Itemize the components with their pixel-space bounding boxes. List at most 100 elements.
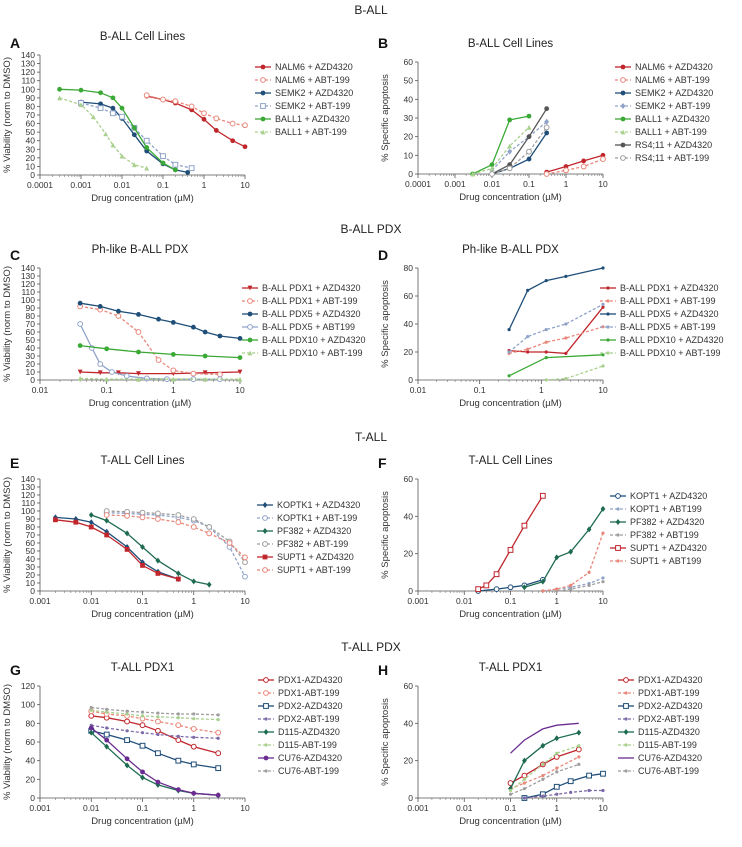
data-point (493, 586, 500, 593)
legend-marker (616, 533, 620, 537)
data-point (143, 375, 150, 382)
legend-label: B-ALL PDX1 + AZD4320 (262, 283, 360, 293)
x-tick-label: 10 (240, 180, 250, 190)
data-point (136, 376, 141, 382)
data-point (155, 727, 161, 734)
series-line (509, 306, 604, 355)
chart-title: T-ALL Cell Lines (101, 455, 185, 467)
data-point (156, 316, 161, 322)
data-point (190, 761, 197, 768)
x-tick-label: 0.01 (456, 596, 473, 606)
panel-letter: D (378, 247, 388, 263)
series-line (491, 108, 548, 175)
y-tick-label: 0 (408, 793, 413, 803)
data-point (88, 519, 94, 526)
data-point (143, 92, 150, 99)
data-point (541, 762, 545, 767)
legend-marker (263, 703, 269, 709)
y-tick-label: 30 (26, 562, 36, 572)
data-point (202, 353, 208, 359)
data-point (170, 367, 177, 374)
data-point (188, 165, 195, 172)
series-b-all-pdx1-azd4320 (507, 305, 605, 355)
legend-label: NALM6 + AZD4320 (635, 62, 713, 72)
data-point (103, 512, 110, 518)
x-tick-label: 0.01 (83, 596, 100, 606)
data-point (569, 583, 573, 588)
series-ball1-azd4320 (470, 113, 532, 177)
data-point (555, 766, 559, 770)
legend-label: SEMK2 + AZD4320 (635, 88, 713, 98)
data-point (568, 548, 574, 555)
x-tick-label: 0.01 (32, 385, 49, 395)
legend-label: CU76-AZD4320 (278, 753, 342, 763)
x-tick-label: 0.01 (484, 179, 501, 189)
y-tick-label: 60 (26, 327, 36, 337)
series-line (472, 126, 530, 175)
data-point (192, 712, 196, 716)
legend-label: D115-AZD4320 (638, 727, 700, 737)
data-point (124, 718, 130, 725)
data-point (155, 357, 162, 363)
series-pdx1-abt-199 (508, 755, 581, 791)
series-line (59, 88, 176, 171)
data-point (569, 790, 573, 795)
x-axis-label: Drug concentration (µM) (459, 816, 562, 827)
data-point (190, 516, 197, 522)
x-tick-label: 0.1 (505, 596, 517, 606)
data-point (103, 731, 110, 738)
data-point (97, 361, 104, 367)
data-point (507, 148, 513, 155)
series-line (80, 377, 240, 380)
data-point (172, 98, 179, 105)
data-point (110, 105, 116, 111)
series-cu76-abt-199 (508, 762, 581, 796)
series-line (477, 495, 544, 590)
x-tick-label: 1 (191, 596, 196, 606)
panel-d: D Ph-like B-ALL PDX 0 20 40 60 80 0.01 0.1 1 10 Dru… (378, 244, 723, 409)
series-b-all-pdx1-azd4320 (77, 369, 243, 376)
data-point (489, 171, 495, 177)
data-point (131, 162, 137, 168)
series-line (546, 158, 604, 175)
legend-marker (620, 77, 626, 83)
legend-label: B-ALL PDX5 + AZD4320 (620, 309, 718, 319)
series-line (508, 354, 604, 377)
x-axis-label: Drug concentration (µM) (459, 192, 562, 203)
x-tick-label: 0.1 (157, 180, 169, 190)
legend-marker (264, 717, 268, 721)
x-tick-label: 10 (598, 596, 608, 606)
y-tick-label: 50 (26, 335, 36, 345)
data-point (242, 573, 248, 580)
data-point (192, 735, 196, 739)
data-point (88, 729, 94, 736)
data-point (237, 369, 243, 375)
data-point (526, 148, 532, 155)
data-point (543, 171, 550, 177)
y-axis-label: % Specific apoptosis (380, 698, 391, 786)
legend-label: BALL1 + ABT-199 (275, 127, 347, 137)
y-tick-label: 50 (26, 127, 36, 137)
data-point (89, 708, 93, 712)
data-point (601, 576, 605, 580)
legend-marker (620, 64, 626, 70)
y-tick-label: 30 (26, 351, 36, 361)
y-tick-label: 70 (26, 110, 36, 120)
x-tick-label: 0.01 (410, 385, 427, 395)
series-rs4-11-azd4320 (489, 106, 550, 177)
y-tick-label: 10 (26, 161, 36, 171)
data-point (172, 161, 179, 168)
data-point (124, 530, 130, 537)
x-tick-label: 1 (202, 180, 207, 190)
legend-marker (623, 729, 629, 735)
y-tick-label: 80 (26, 101, 36, 111)
data-point (544, 356, 548, 360)
series-ball1-azd4320 (57, 86, 178, 173)
y-tick-label: 20 (26, 153, 36, 163)
y-tick-label: 120 (21, 681, 35, 691)
data-point (555, 751, 559, 755)
data-point (581, 158, 587, 164)
panel-letter: G (10, 662, 21, 678)
y-tick-label: 70 (26, 530, 36, 540)
series-supt1-azd4320 (53, 517, 181, 582)
